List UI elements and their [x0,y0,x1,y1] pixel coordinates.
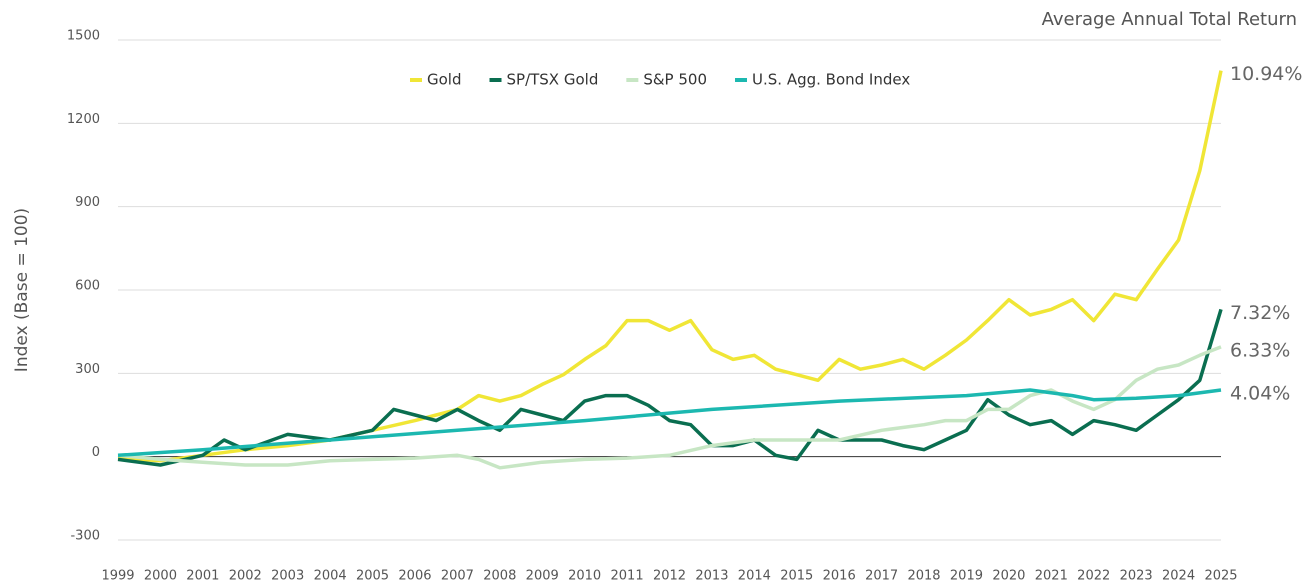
y-tick-label: 0 [92,445,100,460]
y-tick-label: -300 [70,529,100,544]
legend-label: Gold [427,71,462,89]
x-tick-label: 2003 [271,569,304,584]
end-label: 10.94% [1230,63,1302,85]
legend-label: SP/TSX Gold [507,71,599,89]
x-tick-label: 2006 [398,569,431,584]
x-tick-label: 2017 [865,569,898,584]
y-tick-label: 900 [75,195,100,210]
y-tick-label: 1500 [67,29,100,44]
x-tick-label: 2007 [441,569,474,584]
x-tick-label: 2009 [526,569,559,584]
x-tick-label: 2011 [611,569,644,584]
chart-title: Average Annual Total Return [1042,9,1297,30]
end-label: 6.33% [1230,339,1290,361]
x-tick-label: 2001 [186,569,219,584]
series-line [117,388,1222,458]
y-axis-label: Index (Base = 100) [12,208,32,372]
x-tick-label: 2022 [1077,569,1110,584]
y-tick-label: 1200 [67,112,100,127]
x-tick-label: 2013 [695,569,728,584]
x-tick-label: 2004 [314,569,347,584]
x-tick-label: 2025 [1204,569,1237,584]
x-tick-label: 2020 [992,569,1025,584]
x-tick-label: 2016 [823,569,856,584]
x-tick-label: 2012 [653,569,686,584]
end-label: 4.04% [1230,383,1290,405]
y-tick-label: 300 [75,362,100,377]
x-tick-label: 2010 [568,569,601,584]
series-line [117,70,1223,463]
x-tick-label: 2014 [738,569,771,584]
x-tick-label: 2008 [483,569,516,584]
x-tick-label: 2002 [229,569,262,584]
x-tick-label: 2024 [1162,569,1195,584]
legend-label: U.S. Agg. Bond Index [752,71,910,89]
x-tick-label: 2015 [780,569,813,584]
series-line [117,345,1222,470]
x-tick-label: 2018 [907,569,940,584]
x-tick-label: 2000 [144,569,177,584]
x-tick-label: 2005 [356,569,389,584]
series-line [117,308,1223,467]
x-tick-label: 1999 [101,569,134,584]
legend-label: S&P 500 [643,71,707,89]
end-label: 7.32% [1230,302,1290,324]
y-tick-label: 600 [75,279,100,294]
x-tick-label: 2019 [950,569,983,584]
x-tick-label: 2021 [1035,569,1068,584]
x-tick-label: 2023 [1120,569,1153,584]
